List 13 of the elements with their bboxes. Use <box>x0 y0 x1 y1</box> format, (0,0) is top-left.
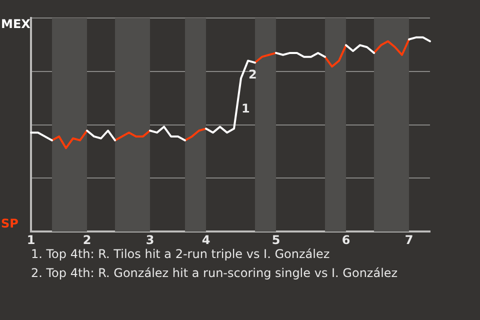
x-tick-label: 2 <box>82 232 92 247</box>
x-tick-label: 1 <box>26 232 36 247</box>
x-tick-label: 3 <box>146 232 154 247</box>
text: SP <box>1 216 19 231</box>
x-tick-label: 5 <box>272 232 280 247</box>
annotation: 2 <box>248 68 257 82</box>
x-tick-label: 4 <box>202 232 210 247</box>
x-tick-label: 6 <box>342 232 350 247</box>
text: 2. Top 4th: R. González hit a run-scoring single vs I. González <box>31 265 398 282</box>
text: 1. Top 4th: R. Tilos hit a 2-run triple vs I. González <box>31 246 331 263</box>
annotation: 1 <box>242 102 250 116</box>
x-tick-label: 7 <box>404 232 414 247</box>
text: MEX <box>1 17 32 32</box>
